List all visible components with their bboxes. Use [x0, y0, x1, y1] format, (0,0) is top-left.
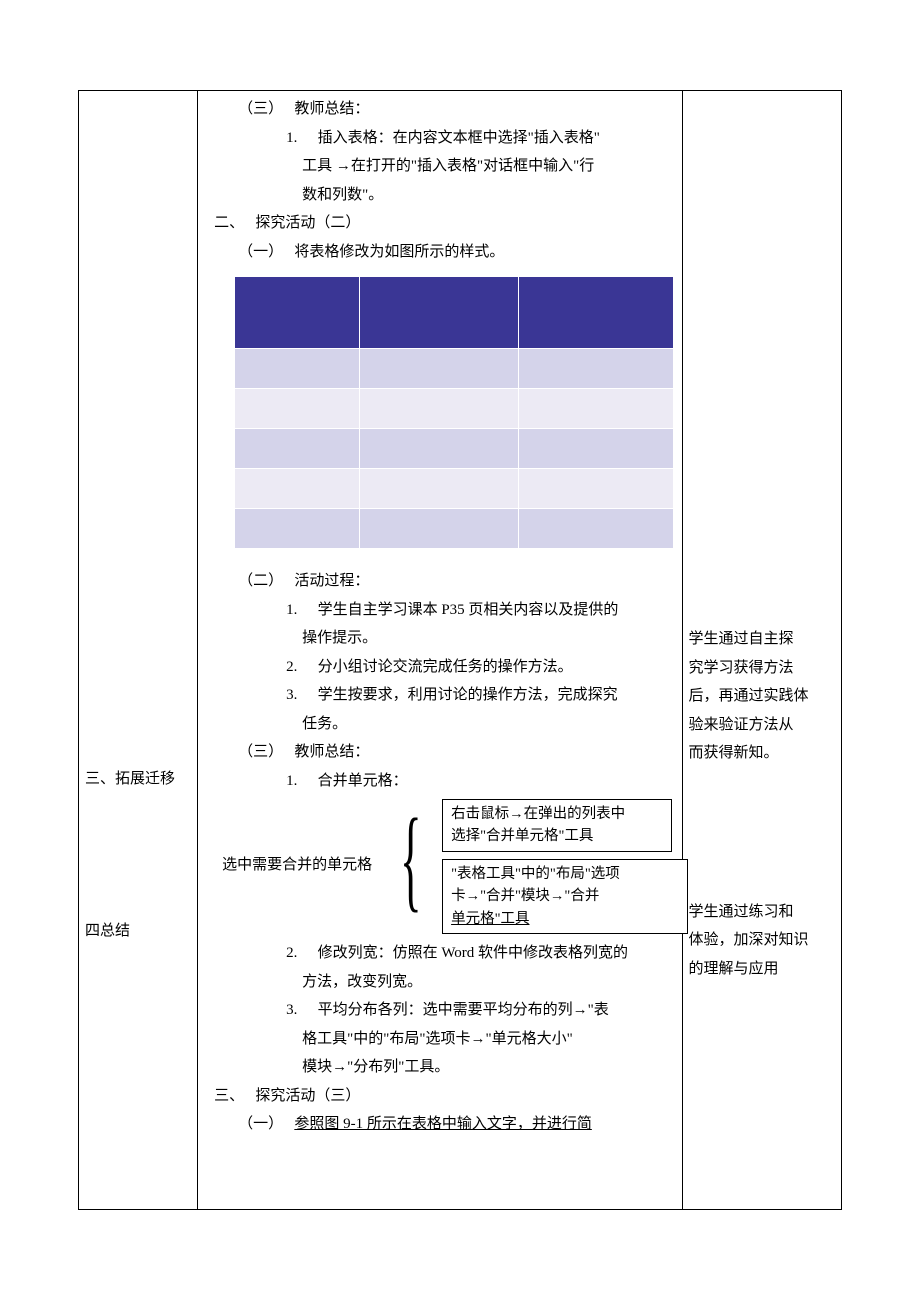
rn2-b: 体验，加深对知识: [689, 932, 809, 948]
demo-cell: [235, 277, 360, 349]
insert-table-line1: 1. 插入表格：在内容文本框中选择"插入表格": [204, 124, 675, 153]
rn1-b: 究学习获得方法: [689, 660, 794, 676]
process-2: 2. 分小组讨论交流完成任务的操作方法。: [204, 653, 675, 682]
dist-cols-b: 格工具"中的"布局"选项卡→"单元格大小": [204, 1025, 675, 1054]
process-1b: 操作提示。: [204, 624, 675, 653]
lesson-plan-table: 三、拓展迁移 四总结 （三） 教师总结： 1. 插入表格：在内容文本框中选择"插…: [78, 90, 842, 1210]
activity-process-heading: （二） 活动过程：: [204, 567, 675, 596]
activity-2-heading: 二、 探究活动（二）: [204, 209, 675, 238]
insert-table-text-a: 插入表格：在内容文本框中选择"插入表格": [318, 130, 600, 146]
num-2b: 2.: [286, 653, 310, 682]
cn-ord-3b: （三）: [238, 744, 283, 760]
process-3a-text: 学生按要求，利用讨论的操作方法，完成探究: [318, 687, 618, 703]
right-col: 学生通过自主探 究学习获得方法 后，再通过实践体 验来验证方法从 而获得新知。 …: [682, 91, 841, 1210]
dist-cols-text-a: 平均分布各列：选中需要平均分布的列→"表: [318, 1002, 609, 1018]
merge-bracket-diagram: 选中需要合并的单元格 { 右击鼠标→在弹出的列表中 选择"合并单元格"工具 "表…: [222, 801, 675, 929]
merge-option-1: 右击鼠标→在弹出的列表中 选择"合并单元格"工具: [442, 799, 672, 852]
demo-styled-table: [234, 276, 674, 549]
left-col: 三、拓展迁移 四总结: [79, 91, 198, 1210]
num-1b: 1.: [286, 596, 310, 625]
merge-cells-heading: 1. 合并单元格：: [204, 767, 675, 796]
cn-ord-1b: （一）: [238, 1116, 283, 1132]
activity-3-title: 探究活动（三）: [255, 1088, 360, 1104]
rn2-c: 的理解与应用: [689, 961, 779, 977]
demo-cell: [359, 277, 519, 349]
merge-cells-text: 合并单元格：: [318, 773, 408, 789]
activity-2-sub1-text: 将表格修改为如图所示的样式。: [294, 244, 504, 260]
demo-header-row: [235, 277, 674, 349]
process-1a-text: 学生自主学习课本 P35 页相关内容以及提供的: [318, 602, 619, 618]
merge-opt2-a: "表格工具"中的"布局"选项: [451, 866, 620, 882]
activity-3-sub1-text: 参照图 9-1 所示在表格中输入文字，并进行简: [294, 1116, 592, 1132]
activity-3-heading: 三、 探究活动（三）: [204, 1082, 675, 1111]
merge-left-text: 选中需要合并的单元格: [222, 851, 372, 880]
num-1c: 1.: [286, 767, 310, 796]
merge-opt2-b: 卡→"合并"模块→"合并: [451, 888, 599, 904]
num-1: 1.: [286, 124, 310, 153]
page: 三、拓展迁移 四总结 （三） 教师总结： 1. 插入表格：在内容文本框中选择"插…: [0, 0, 920, 1302]
cn-ord-2: （二）: [238, 573, 283, 589]
page-marker: [460, 1257, 465, 1262]
rn1-a: 学生通过自主探: [689, 631, 794, 647]
section-label-4: 四总结: [85, 917, 191, 946]
right-note-2: 学生通过练习和 体验，加深对知识 的理解与应用: [689, 898, 835, 984]
demo-row: [235, 429, 674, 469]
num-3b: 3.: [286, 681, 310, 710]
cn-num-2: 二、: [214, 215, 244, 231]
activity-3-sub1: （一） 参照图 9-1 所示在表格中输入文字，并进行简: [204, 1110, 675, 1139]
dist-cols-a: 3. 平均分布各列：选中需要平均分布的列→"表: [204, 996, 675, 1025]
insert-table-line2: 工具 →在打开的"插入表格"对话框中输入"行: [204, 152, 675, 181]
num-3c: 3.: [286, 996, 310, 1025]
right-note-1: 学生通过自主探 究学习获得方法 后，再通过实践体 验来验证方法从 而获得新知。: [689, 625, 835, 768]
col-width-text-a: 修改列宽：仿照在 Word 软件中修改表格列宽的: [318, 945, 628, 961]
rn1-d: 验来验证方法从: [689, 717, 794, 733]
left-stack: 三、拓展迁移 四总结: [85, 95, 191, 1205]
num-2c: 2.: [286, 939, 310, 968]
demo-cell: [519, 277, 674, 349]
merge-option-2: "表格工具"中的"布局"选项 卡→"合并"模块→"合并 单元格"工具: [442, 859, 688, 934]
teacher-summary-2-heading: （三） 教师总结：: [204, 738, 675, 767]
merge-opt2-c: 单元格"工具: [451, 911, 529, 927]
cn-ord-3: （三）: [238, 101, 283, 117]
insert-table-line3: 数和列数"。: [204, 181, 675, 210]
teacher-summary-1-heading: （三） 教师总结：: [204, 95, 675, 124]
rn1-c: 后，再通过实践体: [689, 688, 809, 704]
activity-2-sub1: （一） 将表格修改为如图所示的样式。: [204, 238, 675, 267]
teacher-summary-2-title: 教师总结：: [294, 744, 369, 760]
section-label-3: 三、拓展迁移: [85, 765, 191, 794]
activity-process-title: 活动过程：: [294, 573, 369, 589]
process-3a: 3. 学生按要求，利用讨论的操作方法，完成探究: [204, 681, 675, 710]
rn1-e: 而获得新知。: [689, 745, 779, 761]
demo-row: [235, 389, 674, 429]
cn-num-3: 三、: [214, 1088, 244, 1104]
process-2-text: 分小组讨论交流完成任务的操作方法。: [318, 659, 573, 675]
col-width-b: 方法，改变列宽。: [204, 968, 675, 997]
teacher-summary-title: 教师总结：: [294, 101, 369, 117]
process-3b: 任务。: [204, 710, 675, 739]
brace-icon: {: [400, 802, 422, 917]
process-1a: 1. 学生自主学习课本 P35 页相关内容以及提供的: [204, 596, 675, 625]
activity-2-title: 探究活动（二）: [255, 215, 360, 231]
demo-row: [235, 469, 674, 509]
dist-cols-c: 模块→"分布列"工具。: [204, 1053, 675, 1082]
rn2-a: 学生通过练习和: [689, 904, 794, 920]
cn-ord-1: （一）: [238, 244, 283, 260]
demo-row: [235, 349, 674, 389]
col-width-a: 2. 修改列宽：仿照在 Word 软件中修改表格列宽的: [204, 939, 675, 968]
demo-row: [235, 509, 674, 549]
merge-opt1-a: 右击鼠标→在弹出的列表中: [451, 806, 625, 822]
merge-opt1-b: 选择"合并单元格"工具: [451, 828, 593, 844]
mid-col: （三） 教师总结： 1. 插入表格：在内容文本框中选择"插入表格" 工具 →在打…: [198, 91, 682, 1210]
right-stack: 学生通过自主探 究学习获得方法 后，再通过实践体 验来验证方法从 而获得新知。 …: [689, 95, 835, 1205]
